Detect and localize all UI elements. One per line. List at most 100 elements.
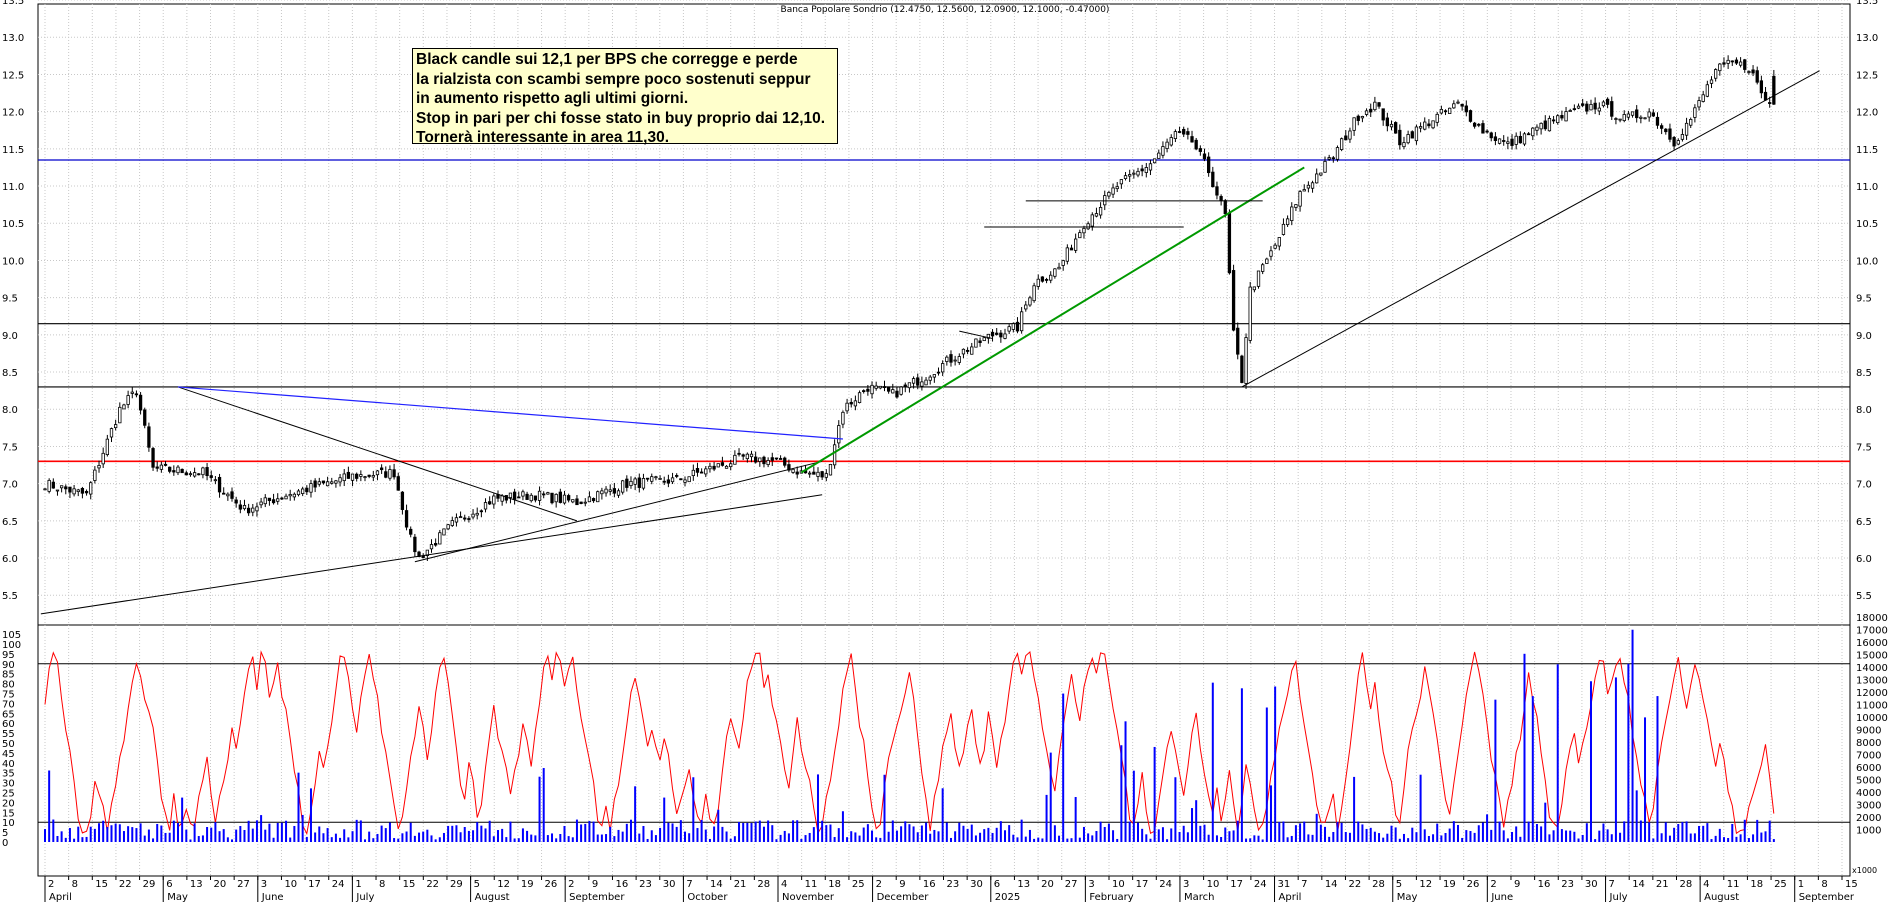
volume-bar xyxy=(1191,808,1194,842)
volume-bar xyxy=(492,836,495,842)
volume-bar xyxy=(821,820,824,842)
x-day-label: 5 xyxy=(1396,879,1402,890)
candle-down xyxy=(1489,132,1493,139)
candle-up xyxy=(1065,247,1069,262)
volume-tick: 2000 xyxy=(1856,813,1881,824)
volume-bar xyxy=(1565,830,1568,842)
x-day-label: 11 xyxy=(805,879,818,890)
candle-down xyxy=(238,504,242,510)
volume-bar xyxy=(484,828,487,842)
price-tick-left: 8.5 xyxy=(2,368,18,379)
candle-up xyxy=(1535,126,1539,131)
candle-down xyxy=(1194,139,1198,150)
candle-down xyxy=(305,487,309,493)
candle-up xyxy=(500,495,504,502)
x-day-label: 30 xyxy=(970,879,983,890)
volume-bar xyxy=(48,770,51,842)
volume-bar xyxy=(1141,828,1144,842)
volume-bar xyxy=(567,836,570,842)
candle-down xyxy=(1015,321,1020,332)
volume-bar xyxy=(692,777,695,842)
x-day-label: 8 xyxy=(1821,879,1827,890)
candle-up xyxy=(1614,118,1618,120)
x-day-label: 24 xyxy=(332,879,345,890)
candle-up xyxy=(1747,71,1751,73)
price-tick-right: 9.0 xyxy=(1856,331,1872,342)
candle-up xyxy=(475,512,479,516)
volume-bar xyxy=(334,833,337,842)
volume-bar xyxy=(380,825,383,842)
candle-up xyxy=(650,476,654,482)
trendline-rising-support xyxy=(1241,70,1820,388)
volume-bar xyxy=(605,834,608,842)
volume-bar xyxy=(1718,828,1721,842)
trendline-support xyxy=(414,460,823,563)
candle-up xyxy=(371,475,375,478)
volume-bar xyxy=(783,830,786,842)
candle-up xyxy=(1024,304,1028,310)
volume-bar xyxy=(1540,826,1543,842)
candle-down xyxy=(84,490,89,494)
volume-bar xyxy=(979,832,982,842)
volume-bar xyxy=(268,823,271,842)
volume-bar xyxy=(513,838,516,842)
candle-down xyxy=(168,466,172,472)
volume-bar xyxy=(1519,836,1522,842)
candle-up xyxy=(982,337,986,342)
volume-bar xyxy=(1004,830,1007,842)
volume-bar xyxy=(895,830,898,842)
candle-down xyxy=(1464,105,1468,113)
candle-up xyxy=(878,385,882,389)
volume-bar xyxy=(1016,837,1019,842)
volume-bar xyxy=(384,828,387,842)
candle-down xyxy=(787,464,791,471)
volume-bar xyxy=(81,837,84,842)
candle-up xyxy=(1057,266,1061,270)
volume-bar xyxy=(983,829,986,842)
candle-up xyxy=(1078,232,1082,239)
candle-down xyxy=(205,467,209,477)
oscillator-tick: 25 xyxy=(2,789,15,800)
candle-down xyxy=(1069,247,1074,251)
x-month-label: December xyxy=(877,892,930,902)
volume-tick: 15000 xyxy=(1856,651,1888,662)
candle-up xyxy=(808,472,812,475)
volume-bar xyxy=(887,831,890,842)
candle-down xyxy=(271,499,276,504)
candle-down xyxy=(741,454,745,457)
candle-up xyxy=(1352,117,1356,131)
volume-bar xyxy=(218,831,221,842)
oscillator-line xyxy=(44,650,1775,836)
volume-bar xyxy=(600,834,603,842)
candle-up xyxy=(546,492,550,495)
candle-up xyxy=(1298,191,1302,207)
volume-bar xyxy=(642,825,645,842)
volume-bar xyxy=(1668,835,1671,842)
price-tick-left: 12.0 xyxy=(2,108,24,119)
x-day-label: 14 xyxy=(1632,879,1645,890)
candle-up xyxy=(621,480,625,493)
volume-bar xyxy=(297,772,300,842)
x-day-label: 29 xyxy=(143,879,156,890)
candle-up xyxy=(1618,118,1622,121)
candle-up xyxy=(600,490,604,495)
volume-bar xyxy=(438,837,441,842)
candle-down xyxy=(862,390,866,393)
volume-bar xyxy=(147,829,150,842)
candle-down xyxy=(479,510,484,513)
volume-bar xyxy=(883,774,886,842)
volume-bar xyxy=(663,797,666,842)
price-tick-right: 9.5 xyxy=(1856,294,1872,305)
volume-bar xyxy=(397,838,400,842)
candle-down xyxy=(151,448,155,468)
volume-bar xyxy=(1747,838,1750,842)
volume-bar xyxy=(717,809,720,842)
candle-up xyxy=(471,513,475,518)
candle-up xyxy=(255,506,259,512)
candle-up xyxy=(596,491,600,503)
volume-bar xyxy=(1386,833,1389,842)
candle-up xyxy=(1701,94,1705,102)
volume-bar xyxy=(1764,831,1767,842)
volume-bar xyxy=(110,825,113,842)
x-day-label: 23 xyxy=(947,879,960,890)
